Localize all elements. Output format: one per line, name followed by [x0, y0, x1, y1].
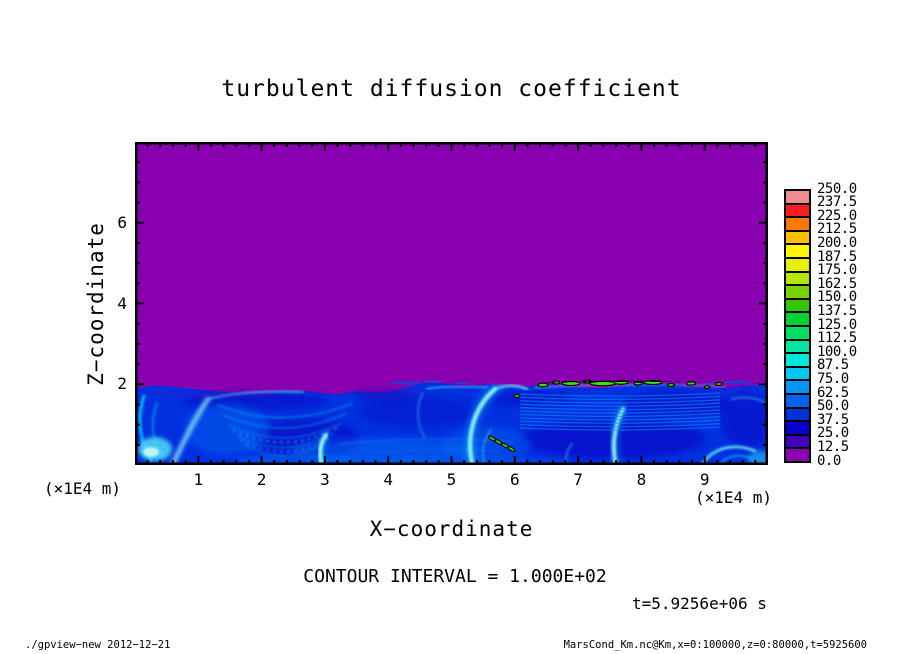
colorbar-tick-label: 137.5 [817, 302, 857, 319]
x-tick-label: 9 [699, 470, 710, 489]
colorbar-tick-label: 0.0 [817, 452, 841, 469]
colorbar-tick-label: 125.0 [817, 316, 857, 333]
turbulent-field [135, 380, 768, 465]
x-tick-label: 8 [636, 470, 647, 489]
colorbar-box [784, 447, 811, 463]
z-axis-unit: (×1E4 m) [44, 479, 122, 498]
x-tick-label: 3 [320, 470, 330, 489]
footer-command-stamp: ./gpview−new 2012−12−21 [25, 639, 171, 651]
colorbar-labels: 250.0 237.5 225.0 212.5 200.0 187.5 175.0 162.5… [817, 181, 877, 469]
x-tick-label: 7 [573, 470, 583, 489]
x-tick-label: 5 [446, 470, 457, 489]
x-tick-label: 4 [383, 470, 393, 489]
colorbar-tick-label: 100.0 [817, 343, 857, 360]
z-tick-label: 6 [117, 212, 127, 232]
colorbar-tick-label: 37.5 [817, 411, 849, 428]
colorbar-tick-label: 150.0 [817, 289, 857, 306]
colorbar-tick-label: 75.0 [817, 370, 849, 387]
striped-region [519, 392, 720, 431]
colorbar-tick-label: 112.5 [817, 330, 857, 347]
x-axis-title: X−coordinate [369, 517, 534, 541]
z-tick-label: 2 [117, 374, 127, 394]
colorbar-tick-label: 12.5 [817, 438, 849, 455]
x-tick-label: 1 [193, 470, 204, 489]
colorbar [784, 189, 811, 463]
contour-interval-note: CONTOUR INTERVAL = 1.000E+02 [303, 566, 607, 587]
z-tick-label: 4 [117, 293, 127, 313]
colorbar-tick-label: 87.5 [817, 357, 849, 374]
colorbar-tick-label: 200.0 [817, 234, 857, 251]
colorbar-tick-label: 237.5 [817, 194, 857, 211]
x-axis-unit: (×1E4 m) [694, 488, 772, 507]
colorbar-tick-label: 225.0 [817, 207, 857, 224]
colorbar-tick-label: 250.0 [817, 180, 857, 197]
colorbar-tick-label: 187.5 [817, 248, 857, 265]
time-annotation: t=5.9256e+06 s [632, 594, 767, 613]
footer-file-info: MarsCond_Km.nc@Km,x=0:100000,z=0:80000,t… [563, 639, 867, 651]
colorbar-tick-label: 212.5 [817, 221, 857, 238]
x-tick-label: 6 [509, 470, 520, 489]
plot-title: turbulent diffusion coefficient [221, 76, 682, 102]
colorbar-tick-label: 175.0 [817, 262, 857, 279]
colorbar-tick-label: 62.5 [817, 384, 849, 401]
contour-plot-canvas [135, 142, 768, 465]
colorbar-tick-label: 162.5 [817, 275, 857, 292]
colorbar-tick-label: 25.0 [817, 425, 849, 442]
colorbar-tick-label: 50.0 [817, 398, 849, 415]
plot-frame [135, 142, 768, 465]
x-tick-label: 2 [256, 470, 267, 489]
contour-specks [487, 379, 724, 452]
